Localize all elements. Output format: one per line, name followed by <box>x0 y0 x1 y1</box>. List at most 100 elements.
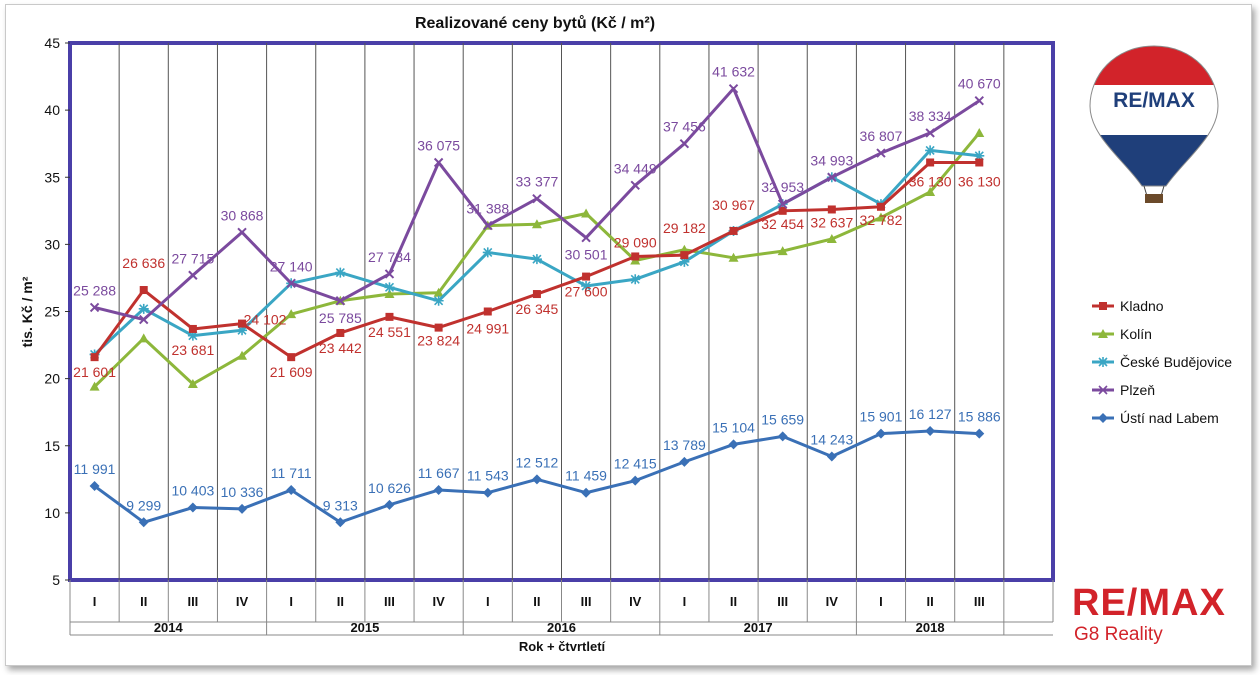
plze--marker <box>679 138 690 149</box>
data-label-plze-: 27 715 <box>171 250 214 266</box>
kladno-marker <box>729 226 738 235</box>
kol-n-marker <box>286 309 297 319</box>
x-tick-label: I <box>683 594 687 609</box>
legend-swatch <box>1092 413 1114 423</box>
data-label-plze-: 27 784 <box>368 249 411 265</box>
kladno-marker <box>876 202 885 211</box>
data-label-kladno: 36 130 <box>909 173 952 189</box>
-st-nad-labem-marker <box>482 487 493 498</box>
y-tick-label: 40 <box>44 102 60 118</box>
data-label-kladno: 26 636 <box>122 255 165 271</box>
kladno-marker <box>532 290 541 299</box>
kol-n-marker <box>581 208 592 218</box>
data-label--st-nad-labem: 11 459 <box>565 468 607 484</box>
balloon-logo-text: RE/MAX <box>1113 89 1195 112</box>
chart-legend: Kladno Kolín České Budějovice Plzeň Ústí nad… <box>1092 292 1232 432</box>
data-label-kladno: 27 600 <box>565 284 608 300</box>
x-tick-label: IV <box>432 594 445 609</box>
data-label-plze-: 27 140 <box>270 258 313 274</box>
-esk-bud-jovice-marker <box>384 282 395 293</box>
data-label-kladno: 24 551 <box>368 324 411 340</box>
-st-nad-labem-marker <box>531 474 542 485</box>
data-label--st-nad-labem: 15 659 <box>761 411 804 427</box>
legend-label: Ústí nad Labem <box>1120 410 1219 426</box>
x-tick-label: II <box>730 594 737 609</box>
x-tick-label: IV <box>236 594 249 609</box>
data-label-plze-: 36 075 <box>417 137 460 153</box>
-st-nad-labem-marker <box>728 439 739 450</box>
plze--marker <box>630 180 640 191</box>
y-tick-label: 25 <box>44 304 60 320</box>
data-label-kladno: 29 182 <box>663 220 706 236</box>
legend-label: Plzeň <box>1120 382 1156 398</box>
data-label-kladno: 26 345 <box>516 301 559 317</box>
kol-n-marker <box>531 219 542 229</box>
-st-nad-labem-marker <box>581 487 592 498</box>
x-axis-title: Rok + čtvrtletí <box>519 639 606 654</box>
data-label-plze-: 31 388 <box>466 201 509 217</box>
-st-nad-labem-marker <box>187 502 198 513</box>
y-tick-label: 5 <box>52 572 60 588</box>
kladno-marker <box>975 158 984 167</box>
kladno-marker <box>90 353 99 362</box>
chart-title: Realizované ceny bytů (Kč / m²) <box>415 15 655 32</box>
year-label: 2014 <box>154 620 184 635</box>
legend-item: České Budějovice <box>1092 348 1232 376</box>
kladno-marker <box>188 324 197 333</box>
-st-nad-labem-marker <box>630 475 641 486</box>
x-tick-label: II <box>337 594 344 609</box>
x-tick-label: I <box>879 594 883 609</box>
-st-nad-labem-marker <box>974 428 985 439</box>
data-label--st-nad-labem: 12 415 <box>614 456 657 472</box>
kladno-marker <box>631 252 640 261</box>
kladno-marker <box>238 319 247 328</box>
kol-n-marker <box>974 127 985 137</box>
x-tick-label: II <box>533 594 540 609</box>
-st-nad-labem-marker <box>679 456 690 467</box>
plze--marker <box>728 83 739 94</box>
plze--marker <box>139 314 149 325</box>
kladno-marker <box>582 272 591 281</box>
legend-item: Kolín <box>1092 320 1232 348</box>
-esk-bud-jovice-marker <box>581 280 592 291</box>
-st-nad-labem-marker <box>777 431 788 442</box>
data-label-plze-: 36 807 <box>860 128 903 144</box>
x-tick-label: III <box>187 594 198 609</box>
-st-nad-labem-marker <box>433 485 444 496</box>
kladno-marker <box>778 206 787 215</box>
data-label-plze-: 30 501 <box>565 247 608 263</box>
plze--marker <box>581 232 591 243</box>
kladno-marker <box>139 286 148 295</box>
x-tick-label: III <box>777 594 788 609</box>
data-label--st-nad-labem: 11 991 <box>74 461 116 477</box>
x-tick-label: I <box>93 594 97 609</box>
year-label: 2018 <box>916 620 945 635</box>
y-axis-title: tis. Kč / m² <box>19 276 35 347</box>
-st-nad-labem-marker <box>925 425 936 436</box>
data-label-plze-: 34 449 <box>614 160 657 176</box>
data-label-kladno: 30 967 <box>712 197 755 213</box>
plze--marker <box>777 199 788 209</box>
data-label-plze-: 38 334 <box>909 108 952 124</box>
data-label--st-nad-labem: 10 336 <box>221 484 264 500</box>
legend-label: České Budějovice <box>1120 354 1233 370</box>
-st-nad-labem-marker <box>875 428 886 439</box>
kol-n-marker <box>826 234 837 244</box>
data-label-plze-: 25 785 <box>319 310 362 326</box>
plze--marker <box>237 227 247 237</box>
data-label-kladno: 24 102 <box>244 312 287 328</box>
data-label-plze-: 34 993 <box>810 152 853 168</box>
-st-nad-labem-marker <box>286 485 297 496</box>
y-tick-label: 20 <box>44 371 60 387</box>
data-label--st-nad-labem: 15 886 <box>958 409 1001 425</box>
data-label--st-nad-labem: 15 901 <box>860 409 903 425</box>
kol-n-marker <box>875 212 886 222</box>
plze--marker <box>89 302 100 313</box>
year-label: 2017 <box>744 620 773 635</box>
kol-n-marker <box>728 252 739 262</box>
x-tick-label: I <box>289 594 293 609</box>
plze--marker <box>286 278 296 289</box>
data-label-kladno: 32 454 <box>761 216 804 232</box>
legend-swatch <box>1092 385 1114 395</box>
